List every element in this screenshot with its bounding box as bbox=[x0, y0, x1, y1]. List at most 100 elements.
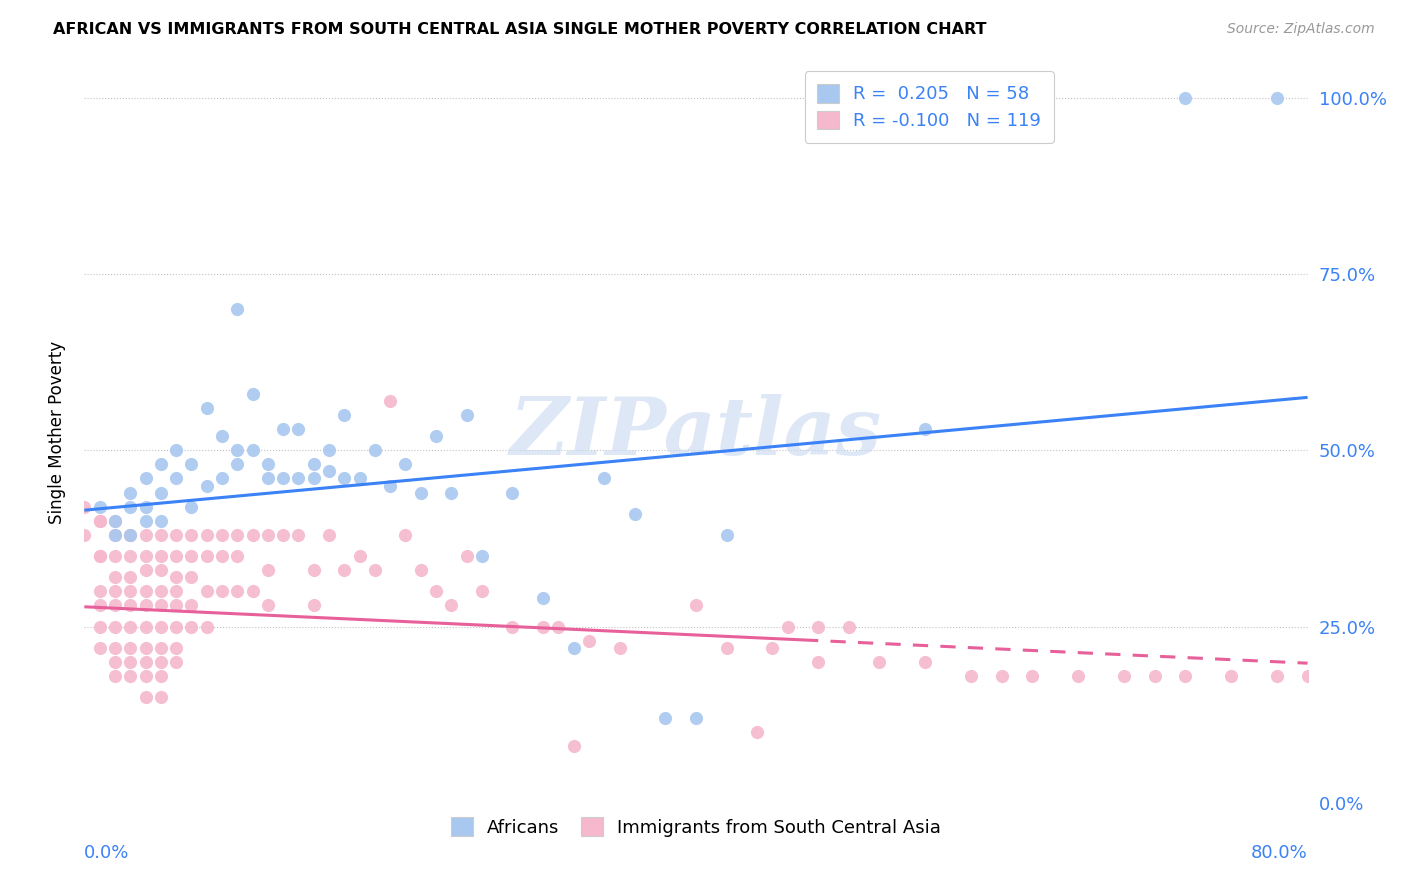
Point bbox=[120, 570, 142, 584]
Point bbox=[149, 599, 172, 613]
Point bbox=[226, 549, 249, 563]
Point bbox=[120, 500, 142, 514]
Point bbox=[271, 471, 294, 485]
Point bbox=[960, 669, 983, 683]
Text: 0.0%: 0.0% bbox=[84, 844, 129, 862]
Point bbox=[302, 563, 325, 577]
Point bbox=[914, 655, 936, 669]
Point bbox=[318, 443, 340, 458]
Point bbox=[257, 563, 280, 577]
Point bbox=[165, 584, 187, 599]
Point bbox=[807, 655, 830, 669]
Point bbox=[761, 640, 783, 655]
Point bbox=[394, 528, 416, 542]
Point bbox=[838, 619, 860, 633]
Point bbox=[165, 528, 187, 542]
Point bbox=[89, 500, 111, 514]
Point bbox=[578, 633, 600, 648]
Point bbox=[211, 429, 233, 443]
Point bbox=[547, 619, 569, 633]
Point bbox=[89, 599, 111, 613]
Point bbox=[149, 549, 172, 563]
Point bbox=[120, 584, 142, 599]
Point bbox=[440, 599, 463, 613]
Point bbox=[364, 563, 387, 577]
Point bbox=[654, 711, 676, 725]
Point bbox=[89, 584, 111, 599]
Point bbox=[89, 549, 111, 563]
Point bbox=[165, 655, 187, 669]
Point bbox=[180, 599, 202, 613]
Point bbox=[165, 549, 187, 563]
Point bbox=[120, 669, 142, 683]
Point bbox=[531, 591, 554, 606]
Point bbox=[456, 408, 478, 422]
Text: AFRICAN VS IMMIGRANTS FROM SOUTH CENTRAL ASIA SINGLE MOTHER POVERTY CORRELATION : AFRICAN VS IMMIGRANTS FROM SOUTH CENTRAL… bbox=[53, 22, 987, 37]
Text: Source: ZipAtlas.com: Source: ZipAtlas.com bbox=[1227, 22, 1375, 37]
Point bbox=[1143, 669, 1166, 683]
Point bbox=[135, 669, 157, 683]
Point bbox=[135, 619, 157, 633]
Point bbox=[1174, 91, 1197, 105]
Point bbox=[120, 640, 142, 655]
Point bbox=[120, 619, 142, 633]
Point bbox=[1067, 669, 1090, 683]
Point bbox=[287, 471, 309, 485]
Point bbox=[135, 584, 157, 599]
Point bbox=[716, 528, 738, 542]
Point bbox=[180, 619, 202, 633]
Text: 80.0%: 80.0% bbox=[1251, 844, 1308, 862]
Point bbox=[149, 640, 172, 655]
Point bbox=[73, 500, 96, 514]
Point bbox=[380, 393, 402, 408]
Point bbox=[302, 471, 325, 485]
Y-axis label: Single Mother Poverty: Single Mother Poverty bbox=[48, 341, 66, 524]
Point bbox=[104, 514, 127, 528]
Point bbox=[104, 528, 127, 542]
Point bbox=[456, 549, 478, 563]
Point bbox=[104, 528, 127, 542]
Point bbox=[929, 91, 952, 105]
Point bbox=[624, 507, 647, 521]
Point bbox=[991, 669, 1014, 683]
Point bbox=[104, 640, 127, 655]
Point bbox=[425, 429, 447, 443]
Point bbox=[333, 408, 356, 422]
Point bbox=[685, 711, 707, 725]
Point bbox=[349, 549, 371, 563]
Point bbox=[135, 640, 157, 655]
Point bbox=[149, 655, 172, 669]
Point bbox=[211, 471, 233, 485]
Point bbox=[1220, 669, 1243, 683]
Point bbox=[149, 619, 172, 633]
Point bbox=[165, 443, 187, 458]
Point bbox=[1296, 669, 1319, 683]
Point bbox=[135, 514, 157, 528]
Point bbox=[226, 584, 249, 599]
Point bbox=[180, 500, 202, 514]
Point bbox=[257, 599, 280, 613]
Point bbox=[440, 485, 463, 500]
Point bbox=[135, 655, 157, 669]
Point bbox=[271, 422, 294, 436]
Point bbox=[135, 690, 157, 704]
Point bbox=[211, 549, 233, 563]
Point bbox=[242, 387, 264, 401]
Point bbox=[333, 471, 356, 485]
Point bbox=[271, 528, 294, 542]
Point bbox=[211, 584, 233, 599]
Point bbox=[685, 599, 707, 613]
Point bbox=[364, 443, 387, 458]
Point bbox=[149, 458, 172, 472]
Point bbox=[104, 619, 127, 633]
Point bbox=[104, 549, 127, 563]
Point bbox=[226, 458, 249, 472]
Point bbox=[211, 528, 233, 542]
Point bbox=[104, 514, 127, 528]
Point bbox=[257, 471, 280, 485]
Point bbox=[914, 422, 936, 436]
Point bbox=[1265, 669, 1288, 683]
Point bbox=[257, 458, 280, 472]
Point bbox=[195, 478, 218, 492]
Point bbox=[89, 549, 111, 563]
